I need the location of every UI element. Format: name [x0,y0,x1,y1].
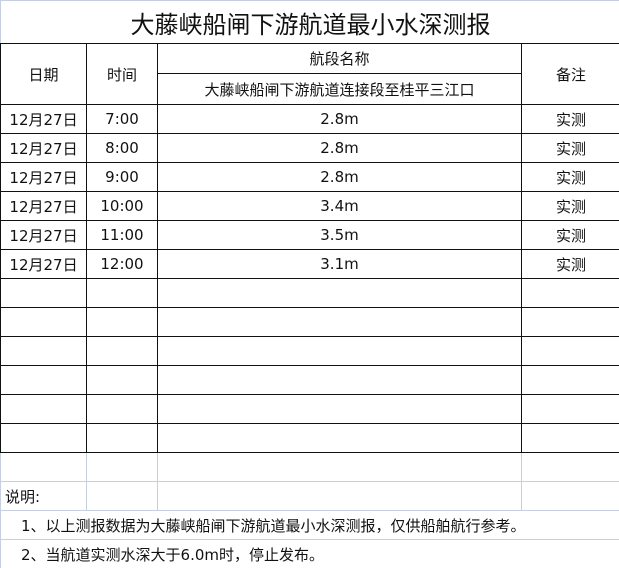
empty-cell [86,336,158,366]
empty-cell [86,307,158,337]
empty-cell [521,365,619,395]
note-item: 1、以上测报数据为大藤峡船闸下游航道最小水深测报，仅供船舶航行参考。 [0,510,619,540]
table-row: 12月27日 8:00 2.8m 实测 [0,133,619,163]
header-time: 时间 [86,43,158,105]
cell-time: 8:00 [86,133,158,163]
empty-cell [157,278,522,308]
cell-time: 12:00 [86,249,158,279]
cell-remark: 实测 [521,191,619,221]
spacer-cell [521,452,619,482]
empty-cell [0,278,87,308]
cell-remark: 实测 [521,220,619,250]
table-row: 12月27日 7:00 2.8m 实测 [0,104,619,134]
cell-depth: 2.8m [157,133,522,163]
empty-cell [521,336,619,366]
header-section-name: 航段名称 [157,43,522,74]
cell-date: 12月27日 [0,104,87,134]
cell-remark: 实测 [521,249,619,279]
empty-cell [157,336,522,366]
spacer-cell [86,452,158,482]
table-row: 12月27日 10:00 3.4m 实测 [0,191,619,221]
cell-depth: 3.4m [157,191,522,221]
cell-time: 11:00 [86,220,158,250]
cell-time: 7:00 [86,104,158,134]
header-remark: 备注 [521,43,619,105]
page-title: 大藤峡船闸下游航道最小水深测报 [0,0,619,44]
spacer-cell [157,481,522,511]
empty-row [0,307,619,337]
cell-date: 12月27日 [0,249,87,279]
empty-cell [0,365,87,395]
cell-depth: 3.5m [157,220,522,250]
header-section-value: 大藤峡船闸下游航道连接段至桂平三江口 [157,73,522,105]
empty-cell [157,307,522,337]
empty-cell [157,365,522,395]
cell-date: 12月27日 [0,191,87,221]
empty-row [0,394,619,424]
empty-cell [521,423,619,453]
empty-cell [521,394,619,424]
empty-cell [86,365,158,395]
table-row: 12月27日 11:00 3.5m 实测 [0,220,619,250]
empty-cell [86,278,158,308]
header-date: 日期 [0,43,87,105]
empty-cell [86,423,158,453]
note-item: 2、当航道实测水深大于6.0m时，停止发布。 [0,539,619,568]
empty-cell [0,394,87,424]
table-row: 12月27日 12:00 3.1m 实测 [0,249,619,279]
cell-date: 12月27日 [0,220,87,250]
spacer-cell [86,481,158,511]
cell-remark: 实测 [521,104,619,134]
empty-cell [521,278,619,308]
spacer-cell [157,452,522,482]
empty-cell [521,307,619,337]
empty-row [0,336,619,366]
empty-row [0,365,619,395]
cell-time: 9:00 [86,162,158,192]
empty-row [0,423,619,453]
cell-date: 12月27日 [0,162,87,192]
empty-row [0,278,619,308]
empty-cell [86,394,158,424]
spacer-cell [521,481,619,511]
cell-depth: 3.1m [157,249,522,279]
empty-cell [157,423,522,453]
empty-cell [0,336,87,366]
empty-cell [0,307,87,337]
empty-cell [0,423,87,453]
cell-date: 12月27日 [0,133,87,163]
spacer-cell [0,452,87,482]
cell-remark: 实测 [521,162,619,192]
cell-remark: 实测 [521,133,619,163]
cell-time: 10:00 [86,191,158,221]
cell-depth: 2.8m [157,162,522,192]
table-row: 12月27日 9:00 2.8m 实测 [0,162,619,192]
cell-depth: 2.8m [157,104,522,134]
empty-cell [157,394,522,424]
notes-label: 说明: [0,481,87,511]
